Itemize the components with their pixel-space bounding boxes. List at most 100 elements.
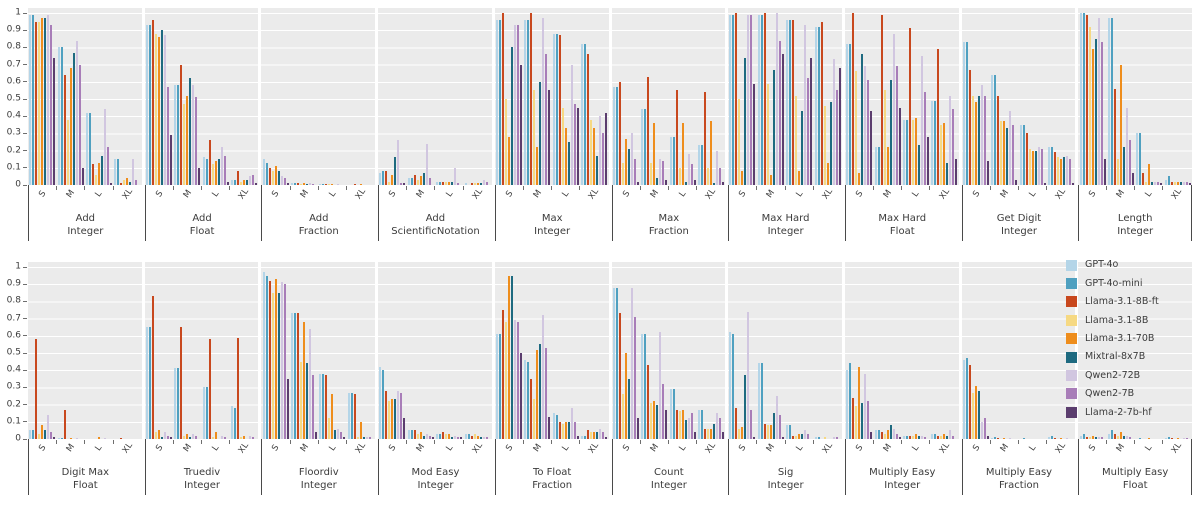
- bar-llama-3.1-70b: [826, 162, 829, 185]
- bar-gpt-4o-mini: [1022, 124, 1025, 185]
- x-tick-cell: M: [1107, 439, 1136, 457]
- x-tick-cell: S: [146, 439, 175, 457]
- bar-qwen2-7b: [573, 421, 576, 439]
- bar-llama-3.1-8b: [1028, 148, 1031, 185]
- x-tick-cell: L: [902, 439, 931, 457]
- x-tick-label: XL: [120, 186, 135, 202]
- legend-label: GPT-4o: [1085, 259, 1119, 271]
- bar-gpt-4o: [145, 25, 148, 185]
- x-tick-label: XL: [353, 440, 368, 456]
- x-tick-cell: L: [786, 185, 814, 203]
- subplot-footer: S M L XL Add ScientificNotation: [378, 185, 492, 241]
- bar-llama-2-7b-hf: [169, 437, 172, 439]
- bar-llama-3.1-8b-ft: [353, 184, 356, 185]
- subplot-footer: S M L XL Truediv Integer: [144, 439, 259, 495]
- bar-group-XL: [1164, 267, 1192, 439]
- bar-qwen2-72b: [163, 35, 166, 185]
- bar-group-S: [728, 267, 756, 439]
- bar-mixtral-8x7b: [129, 181, 132, 185]
- bar-group-L: [85, 13, 113, 185]
- bar-group-L: [902, 13, 930, 185]
- bar-gpt-4o: [814, 437, 817, 439]
- bar-llama-3.1-8b: [66, 119, 69, 185]
- bar-llama-3.1-70b: [1091, 435, 1094, 439]
- bar-llama-3.1-70b: [1119, 64, 1122, 185]
- bar-qwen2-72b: [249, 176, 252, 185]
- bar-llama-2-7b-hf: [636, 181, 639, 185]
- bar-group-L: [435, 267, 463, 439]
- bar-gpt-4o: [991, 438, 994, 439]
- bar-gpt-4o-mini: [1139, 438, 1142, 439]
- bar-group-L: [668, 267, 696, 439]
- subplot-add-scientificnotation: S M L XL Add ScientificNotation: [378, 8, 492, 241]
- subplot-title: Multiply Easy Fraction: [963, 466, 1076, 492]
- bar-gpt-4o-mini: [555, 33, 558, 185]
- x-tick-row: S M L XL: [613, 439, 726, 457]
- bar-mixtral-8x7b: [684, 181, 687, 185]
- plot-area: [844, 8, 959, 185]
- bar-group-L: [785, 13, 813, 185]
- x-tick-cell: M: [524, 185, 553, 203]
- bar-mixtral-8x7b: [1179, 181, 1182, 185]
- x-tick-label: XL: [703, 440, 719, 456]
- bar-group-S: [28, 13, 56, 185]
- bar-qwen2-72b: [832, 437, 835, 439]
- subplot-digit-max-float: S M L XL Digit Max Float: [28, 262, 142, 495]
- bar-llama-3.1-8b-ft: [852, 397, 855, 439]
- x-tick-cell: L: [85, 439, 114, 457]
- bar-qwen2-72b: [397, 390, 400, 439]
- bar-llama-3.1-70b: [186, 433, 189, 439]
- bar-mixtral-8x7b: [539, 344, 542, 439]
- bar-qwen2-72b: [192, 433, 195, 439]
- bar-gpt-4o-mini: [965, 358, 968, 439]
- subplot-footer: S M L XL To Float Fraction: [494, 439, 609, 495]
- x-tick-label: M: [181, 188, 194, 200]
- x-tick-cell: L: [669, 439, 698, 457]
- subplot-title-line: To Float: [532, 467, 572, 478]
- bar-llama-3.1-8b: [1116, 435, 1119, 439]
- bar-mixtral-8x7b: [362, 437, 365, 439]
- x-tick-label: XL: [587, 186, 602, 202]
- x-tick-label: M: [998, 188, 1011, 200]
- bar-qwen2-7b: [340, 432, 343, 439]
- bar-mixtral-8x7b: [217, 159, 220, 185]
- bar-gpt-4o-mini: [89, 112, 92, 185]
- y-tick-label: 0.8: [6, 41, 21, 52]
- subplot-title: Max Hard Integer: [729, 212, 842, 238]
- bar-llama-3.1-8b-ft: [413, 174, 416, 185]
- bar-mixtral-8x7b: [1122, 435, 1125, 439]
- bar-group-L: [552, 13, 580, 185]
- subplot-title: Add Float: [146, 212, 259, 238]
- bar-gpt-4o-mini: [350, 392, 353, 439]
- y-axis-bottom: 1 0.9 0.8 0.7 0.6 0.5 0.4 0.3 0.2 0.1 0: [0, 262, 28, 443]
- bar-llama-3.1-70b: [564, 128, 567, 185]
- bar-qwen2-7b: [923, 92, 926, 185]
- plot-grid: [144, 13, 259, 185]
- bar-llama-3.1-8b: [533, 399, 536, 439]
- bar-mixtral-8x7b: [712, 423, 715, 439]
- bar-llama-3.1-8b: [211, 164, 214, 185]
- bar-mixtral-8x7b: [72, 52, 75, 185]
- bar-gpt-4o: [757, 14, 760, 185]
- subplot-max-hard-float: S M L XL Max Hard Float: [844, 8, 959, 241]
- bar-group-XL: [580, 267, 608, 439]
- subplot-title-line: Get Digit: [996, 213, 1042, 224]
- bar-llama-3.1-8b-ft: [208, 140, 211, 185]
- bar-qwen2-7b: [718, 167, 721, 185]
- bar-llama-3.1-8b: [505, 322, 508, 439]
- bar-gpt-4o: [407, 430, 410, 439]
- x-tick-label: S: [737, 443, 749, 454]
- y-tick-label: 0.4: [6, 364, 21, 375]
- bar-gpt-4o: [874, 147, 877, 185]
- bar-mixtral-8x7b: [101, 155, 104, 185]
- bar-llama-2-7b-hf: [898, 437, 901, 439]
- x-tick-label: L: [560, 189, 572, 199]
- bar-mixtral-8x7b: [394, 157, 397, 185]
- y-tick-mark: [23, 300, 27, 302]
- bar-group-M: [640, 267, 668, 439]
- plot-grid: [611, 267, 726, 439]
- bar-llama-3.1-8b-ft: [151, 296, 154, 439]
- bar-mixtral-8x7b: [712, 183, 715, 185]
- bar-gpt-4o: [697, 409, 700, 439]
- bar-llama-2-7b-hf: [1188, 183, 1191, 185]
